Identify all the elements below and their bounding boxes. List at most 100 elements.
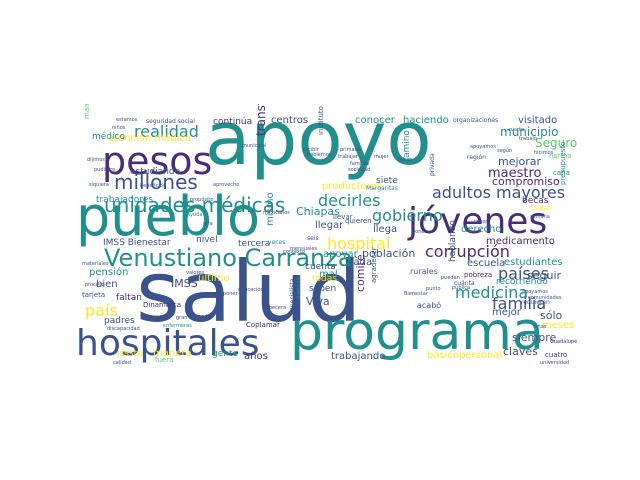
cloud-word: gira bbox=[203, 221, 213, 227]
cloud-word: municipio bbox=[500, 125, 559, 139]
cloud-word: años bbox=[244, 351, 268, 362]
cloud-word: atención médica bbox=[108, 133, 192, 144]
cloud-word: caña bbox=[553, 169, 570, 177]
cloud-word: cada bbox=[348, 257, 373, 268]
cloud-word: Chiapas bbox=[296, 205, 340, 218]
cloud-word: mexicanos bbox=[263, 210, 290, 216]
cloud-word: cuánta bbox=[454, 280, 475, 287]
cloud-word: cuatro bbox=[545, 351, 568, 359]
cloud-word: meses bbox=[542, 320, 575, 331]
cloud-word: Seguro bbox=[535, 136, 578, 150]
cloud-word: programa bbox=[290, 302, 544, 362]
cloud-word: recibir bbox=[303, 147, 319, 153]
cloud-word: trabajadores bbox=[96, 195, 153, 205]
cloud-word: pueblo bbox=[76, 185, 261, 248]
cloud-word: familias bbox=[350, 161, 370, 167]
cloud-word: IMSS Bienestar bbox=[103, 238, 171, 248]
cloud-word: seis bbox=[307, 235, 319, 242]
cloud-word: apoyar bbox=[323, 249, 358, 260]
cloud-word: Venustiano Carranza bbox=[104, 244, 353, 272]
cloud-word: puedan bbox=[441, 275, 460, 281]
cloud-word: mejor bbox=[492, 307, 521, 318]
cloud-word: padres bbox=[104, 316, 135, 326]
cloud-word: mejorar bbox=[498, 155, 542, 168]
cloud-word: seguridad social bbox=[146, 118, 195, 125]
cloud-word: mensuales bbox=[290, 246, 318, 252]
cloud-word: gran bbox=[176, 315, 188, 321]
cloud-word: gente bbox=[212, 349, 239, 359]
cloud-word: acabó bbox=[417, 301, 442, 310]
cloud-word: hicimos bbox=[534, 150, 554, 156]
cloud-word: transformar bbox=[254, 104, 268, 136]
cloud-word: Guadalupe bbox=[550, 339, 578, 345]
cloud-word: trabajando bbox=[331, 351, 386, 362]
cloud-word: becas bbox=[522, 196, 549, 206]
cloud-word: todas bbox=[312, 274, 337, 284]
cloud-word: visitado bbox=[518, 115, 558, 126]
cloud-word: haciendo bbox=[403, 115, 449, 126]
cloud-word: llega bbox=[373, 224, 398, 235]
cloud-word: niños bbox=[112, 125, 126, 131]
cloud-word: dijimos bbox=[87, 157, 105, 163]
cloud-word: propósito bbox=[190, 197, 214, 203]
cloud-word: hablemos bbox=[307, 152, 332, 158]
cloud-word: decirles bbox=[318, 191, 381, 210]
cloud-word: último bbox=[198, 273, 230, 284]
cloud-word: llevar bbox=[333, 213, 353, 221]
cloud-word: sólo bbox=[540, 309, 563, 322]
cloud-word: región bbox=[467, 154, 486, 161]
cloud-word: apoyamos bbox=[522, 289, 548, 295]
cloud-word: pudimos bbox=[94, 167, 116, 173]
cloud-word: valores bbox=[186, 270, 205, 276]
cloud-word: hablando bbox=[448, 220, 458, 262]
cloud-word: tarjeta bbox=[82, 291, 106, 299]
cloud-word: poder bbox=[198, 314, 213, 320]
cloud-word: comunidades bbox=[528, 295, 562, 301]
cloud-word: unidades médicas bbox=[104, 193, 286, 217]
cloud-word: Bienestar bbox=[404, 291, 428, 297]
cloud-word: pública bbox=[452, 285, 471, 291]
cloud-word: médico bbox=[92, 132, 125, 142]
cloud-word: estudiantes bbox=[504, 257, 563, 268]
cloud-word: ayuda bbox=[187, 212, 203, 218]
cloud-word: contexto bbox=[283, 249, 305, 255]
cloud-word: calidad bbox=[113, 360, 132, 366]
cloud-word: familia bbox=[492, 294, 547, 313]
cloud-word: universidad bbox=[540, 360, 570, 366]
cloud-word: Viva bbox=[306, 295, 330, 308]
cloud-word: estudiando bbox=[130, 167, 181, 177]
cloud-word: aprovecho bbox=[213, 182, 240, 188]
cloud-word: estamos bbox=[116, 117, 138, 123]
cloud-word: comité bbox=[354, 254, 367, 292]
cloud-word: instituto bbox=[317, 106, 325, 135]
cloud-word: dirección bbox=[296, 277, 302, 300]
cloud-word: salud bbox=[136, 243, 362, 341]
cloud-word: pesos bbox=[102, 139, 213, 183]
cloud-word: pensión bbox=[89, 267, 129, 278]
cloud-word: hospitales bbox=[76, 323, 260, 364]
cloud-word: tener bbox=[474, 219, 488, 225]
cloud-word: mantenimiento bbox=[83, 104, 91, 119]
cloud-word: manera bbox=[153, 348, 192, 359]
cloud-word: cuarto bbox=[508, 127, 525, 133]
cloud-word: enfermeras bbox=[163, 323, 192, 329]
cloud-word: saben bbox=[309, 284, 337, 294]
cloud-word: mal bbox=[319, 269, 338, 280]
cloud-word: privada bbox=[429, 153, 436, 176]
cloud-word: básicopersonal bbox=[427, 350, 503, 361]
cloud-word: medicina bbox=[455, 283, 529, 302]
cloud-word: sociedad bbox=[348, 167, 371, 173]
cloud-word: Dinamarca bbox=[143, 301, 182, 309]
cloud-word: punto bbox=[426, 286, 441, 292]
cloud-word: mujer bbox=[374, 154, 389, 160]
cloud-word: trabajo bbox=[519, 136, 537, 142]
cloud-word: jóvenes bbox=[408, 201, 548, 242]
cloud-word: apoyo bbox=[205, 104, 432, 182]
cloud-word: llegar bbox=[315, 220, 344, 231]
cloud-word: agradecer bbox=[370, 247, 378, 283]
cloud-word: educación bbox=[238, 287, 264, 293]
cloud-word: bien bbox=[96, 279, 118, 290]
cloud-word: Coplamar bbox=[246, 321, 280, 329]
cloud-word: maestro bbox=[488, 166, 542, 181]
cloud-word: proceso bbox=[85, 282, 105, 288]
